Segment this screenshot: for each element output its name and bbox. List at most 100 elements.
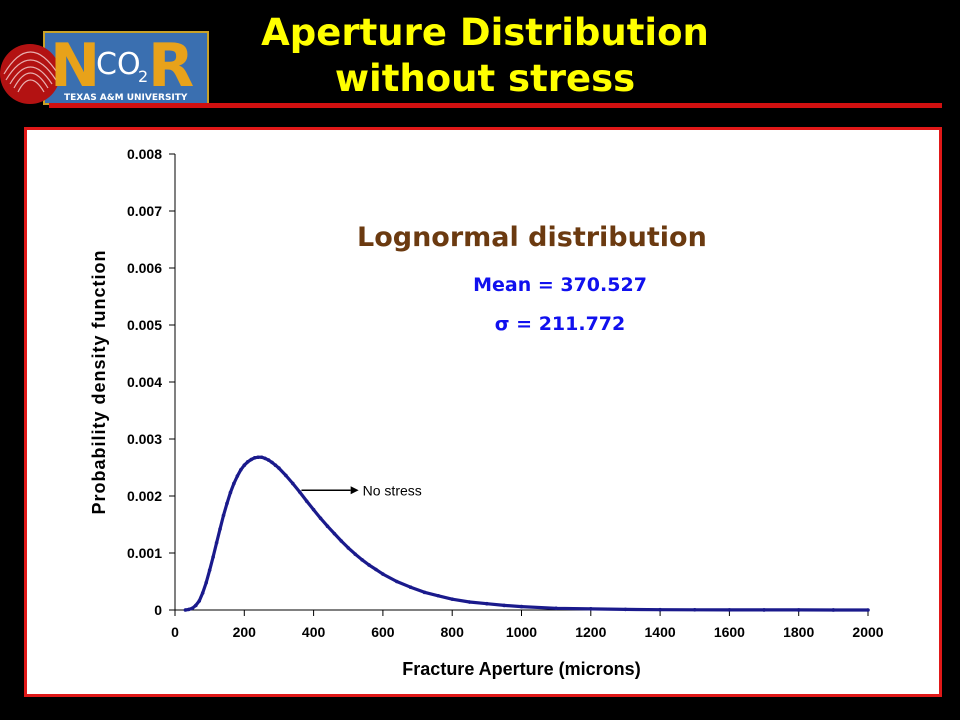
data-point (408, 585, 413, 589)
data-point (304, 499, 309, 503)
data-point (831, 608, 836, 612)
logo-subscript: 2 (138, 67, 148, 86)
mean-label: Mean = 370.527 (473, 274, 647, 296)
x-tick-label: 1000 (506, 624, 537, 640)
data-point (232, 481, 236, 486)
data-point (291, 481, 295, 486)
data-point (245, 460, 250, 464)
y-tick-label: 0.001 (127, 545, 162, 561)
data-point (374, 567, 378, 572)
x-tick-label: 1600 (714, 624, 745, 640)
series-line (185, 455, 868, 612)
annotation-no-stress: No stress (363, 482, 422, 498)
data-point (727, 608, 732, 612)
data-point (221, 513, 226, 518)
data-point (658, 607, 662, 612)
data-point (360, 558, 364, 562)
data-point (297, 490, 302, 494)
logo-co: CO (96, 47, 141, 82)
data-point (381, 572, 385, 576)
slide-title-line1: Aperture Distribution (261, 11, 709, 54)
data-point (450, 597, 455, 601)
data-point (467, 600, 472, 604)
y-tick-label: 0.007 (127, 203, 162, 219)
data-point (263, 456, 267, 461)
data-point (332, 531, 337, 536)
annotation-arrowhead (350, 486, 359, 495)
sigma-label: σ = 211.772 (494, 313, 626, 335)
data-point (256, 455, 260, 460)
data-point (225, 501, 229, 506)
data-point (589, 607, 593, 611)
y-tick-label: 0.006 (127, 260, 162, 276)
data-point (436, 593, 441, 598)
x-tick-label: 0 (171, 624, 179, 640)
y-tick-label: 0.005 (127, 317, 162, 333)
slide-title-line2: without stress (334, 57, 636, 100)
data-point (207, 568, 212, 572)
data-point (273, 463, 278, 468)
logo-letter-r: R (148, 31, 194, 101)
data-point (259, 455, 264, 460)
data-point (325, 524, 330, 529)
data-point (284, 473, 288, 478)
y-tick-label: 0.008 (127, 146, 162, 162)
data-point (239, 467, 243, 472)
data-point (623, 607, 628, 612)
data-point (187, 607, 191, 612)
data-point (502, 603, 506, 608)
slide-title: Aperture Distribution without stress (200, 10, 770, 102)
data-point (190, 606, 195, 611)
chart-panel: 0 0.001 0.002 0.003 0.004 0.005 0.006 0.007 0.00… (24, 127, 942, 697)
data-point (211, 555, 215, 559)
y-tick-label: 0 (154, 602, 162, 618)
y-tick-label: 0.003 (127, 431, 162, 447)
data-point (266, 458, 271, 462)
x-tick-label: 1800 (783, 624, 814, 640)
nfr-co2-logo: N R CO 2 TEXAS A&M UNIVERSITY (0, 31, 209, 105)
data-point (353, 552, 357, 556)
x-tick-label: 1200 (575, 624, 606, 640)
data-point (204, 580, 208, 585)
data-point (394, 579, 399, 584)
x-tick-label: 400 (302, 624, 326, 640)
data-point (252, 456, 257, 460)
logo-letter-n: N (50, 31, 100, 101)
data-point (762, 608, 766, 612)
data-point (197, 599, 202, 603)
x-tick-label: 200 (233, 624, 257, 640)
y-tick-label: 0.004 (127, 374, 162, 390)
x-tick-label: 800 (441, 624, 465, 640)
logo-university: TEXAS A&M UNIVERSITY (64, 93, 188, 103)
data-point (235, 474, 240, 478)
data-point (249, 457, 254, 462)
data-point (692, 607, 697, 612)
data-point (311, 507, 316, 512)
x-tick-label: 1400 (645, 624, 676, 640)
data-point (214, 540, 219, 545)
x-tick-label: 2000 (852, 624, 883, 640)
data-point (346, 546, 351, 550)
data-point (183, 608, 188, 612)
data-point (554, 606, 558, 611)
y-tick-label: 0.002 (127, 488, 162, 504)
data-point (218, 527, 222, 531)
data-point (367, 563, 371, 567)
title-divider (49, 103, 942, 108)
distribution-title: Lognormal distribution (357, 222, 707, 253)
data-point (193, 603, 198, 608)
data-point (228, 490, 233, 495)
data-point (339, 539, 344, 543)
data-point (422, 590, 427, 595)
x-tick-label: 600 (371, 624, 395, 640)
data-point (519, 604, 524, 609)
x-axis-label: Fracture Aperture (microns) (402, 659, 640, 679)
data-point (318, 516, 323, 521)
data-point (796, 608, 801, 612)
pdf-chart: 0 0.001 0.002 0.003 0.004 0.005 0.006 0.007 0.00… (89, 146, 884, 679)
data-point (242, 463, 247, 468)
data-point (277, 466, 281, 470)
y-axis-label: Probability density function (89, 249, 109, 514)
data-point (200, 591, 205, 595)
data-point (866, 608, 870, 612)
